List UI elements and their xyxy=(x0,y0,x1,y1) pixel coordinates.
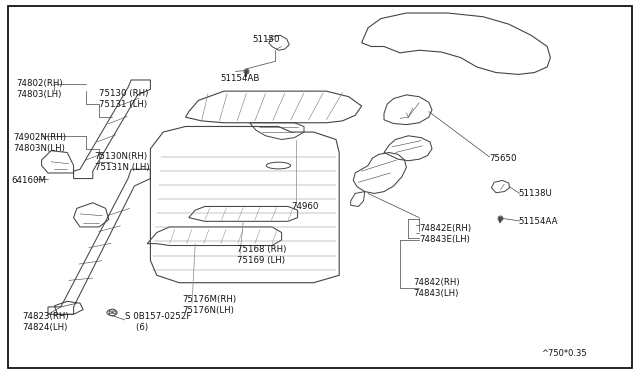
Text: 51150: 51150 xyxy=(253,35,280,44)
Text: 74842(RH)
74843(LH): 74842(RH) 74843(LH) xyxy=(413,278,460,298)
Text: 74842E(RH)
74843E(LH): 74842E(RH) 74843E(LH) xyxy=(419,224,471,244)
Text: S: S xyxy=(110,310,114,315)
Text: 64160M: 64160M xyxy=(12,176,47,185)
Text: 75130 (RH)
75131 (LH): 75130 (RH) 75131 (LH) xyxy=(99,89,148,109)
Text: 51154AA: 51154AA xyxy=(518,217,558,226)
Text: 74823(RH)
74824(LH): 74823(RH) 74824(LH) xyxy=(22,312,69,332)
Text: 51138U: 51138U xyxy=(518,189,552,198)
Circle shape xyxy=(107,310,117,315)
Text: 75130N(RH)
75131N (LH): 75130N(RH) 75131N (LH) xyxy=(95,152,149,172)
Text: 75650: 75650 xyxy=(490,154,517,163)
Text: 74802(RH)
74803(LH): 74802(RH) 74803(LH) xyxy=(16,79,63,99)
Text: 51154AB: 51154AB xyxy=(221,74,260,83)
Text: 75176M(RH)
75176N(LH): 75176M(RH) 75176N(LH) xyxy=(182,295,237,315)
Text: 74902N(RH)
74803N(LH): 74902N(RH) 74803N(LH) xyxy=(13,133,66,153)
Text: ^750*0.35: ^750*0.35 xyxy=(541,349,586,358)
Text: 75168 (RH)
75169 (LH): 75168 (RH) 75169 (LH) xyxy=(237,245,286,265)
Text: S 0B157-0252F
    (6): S 0B157-0252F (6) xyxy=(125,312,191,332)
Text: 74960: 74960 xyxy=(291,202,319,211)
